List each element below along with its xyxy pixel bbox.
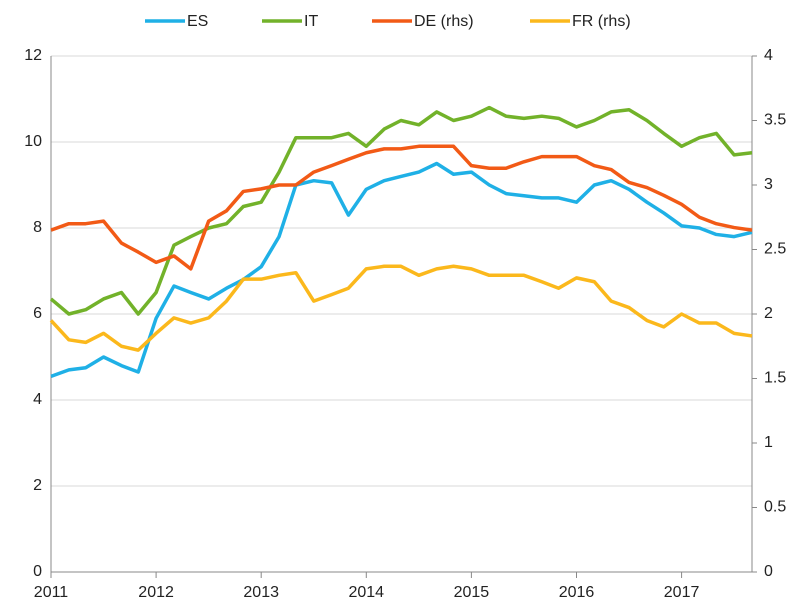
x-tick-label: 2012 [138, 584, 174, 601]
y2-tick-label: 2 [764, 305, 773, 322]
y2-tick-label: 3.5 [764, 112, 786, 129]
y-tick-label: 0 [33, 563, 42, 580]
series-line [50, 144, 753, 271]
series-line [49, 264, 753, 352]
x-tick-label: 2016 [559, 584, 595, 601]
y-tick-label: 2 [33, 477, 42, 494]
y2-tick-label: 4 [764, 47, 773, 64]
legend-label: DE (rhs) [414, 13, 474, 30]
y2-tick-label: 1 [764, 434, 773, 451]
y2-tick-label: 2.5 [764, 241, 786, 258]
y-tick-label: 8 [33, 219, 42, 236]
x-tick-label: 2011 [34, 584, 69, 601]
y-tick-label: 6 [33, 305, 42, 322]
x-tick-label: 2013 [243, 584, 279, 601]
y-tick-label: 10 [24, 133, 42, 150]
x-tick-label: 2017 [664, 584, 700, 601]
y2-tick-label: 0.5 [764, 499, 786, 516]
legend-label: FR (rhs) [572, 13, 631, 30]
legend-label: IT [304, 13, 318, 30]
series-line [49, 105, 753, 316]
y2-tick-label: 3 [764, 176, 773, 193]
y-tick-label: 12 [24, 47, 42, 64]
series-line [50, 161, 753, 378]
y2-tick-label: 0 [764, 563, 773, 580]
x-tick-label: 2015 [454, 584, 490, 601]
legend-label: ES [187, 13, 208, 30]
y2-tick-label: 1.5 [764, 370, 786, 387]
y-tick-label: 4 [33, 391, 42, 408]
x-tick-label: 2014 [348, 584, 384, 601]
